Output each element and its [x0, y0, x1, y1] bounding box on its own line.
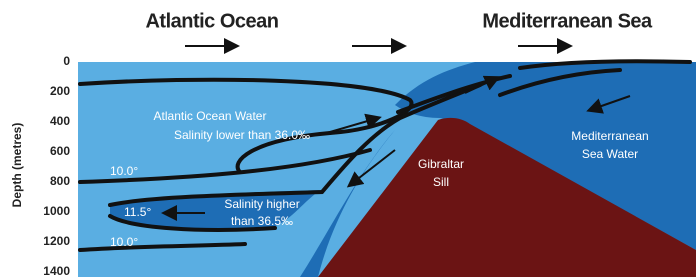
tick-label: 0: [63, 54, 70, 68]
label: 10.0°: [110, 235, 138, 249]
depth-ticks: 0 200 400 600 800 1000 1200 1400: [43, 54, 70, 277]
right-title: Mediterranean Sea: [482, 10, 653, 32]
tick-label: 400: [50, 114, 70, 128]
tick-label: 1200: [43, 234, 70, 248]
label: 10.0°: [110, 164, 138, 178]
diagram: Atlantic Ocean Mediterranean Sea Depth (…: [0, 0, 696, 277]
tick-label: 200: [50, 84, 70, 98]
axis-label: Depth (metres): [10, 123, 24, 208]
label: Gibraltar: [418, 157, 464, 171]
tick-label: 1400: [43, 264, 70, 277]
label: Sill: [433, 175, 449, 189]
label: Mediterranean: [571, 129, 648, 143]
tick-label: 1000: [43, 204, 70, 218]
label: Sea Water: [582, 147, 638, 161]
label: Salinity higher: [224, 197, 299, 211]
label: 11.5°: [124, 205, 151, 219]
label: Atlantic Ocean Water: [154, 109, 267, 123]
label: than 36.5‰: [231, 214, 293, 228]
label: Salinity lower than 36.0‰: [174, 128, 310, 142]
tick-label: 800: [50, 174, 70, 188]
tick-label: 600: [50, 144, 70, 158]
left-title: Atlantic Ocean: [145, 10, 278, 32]
